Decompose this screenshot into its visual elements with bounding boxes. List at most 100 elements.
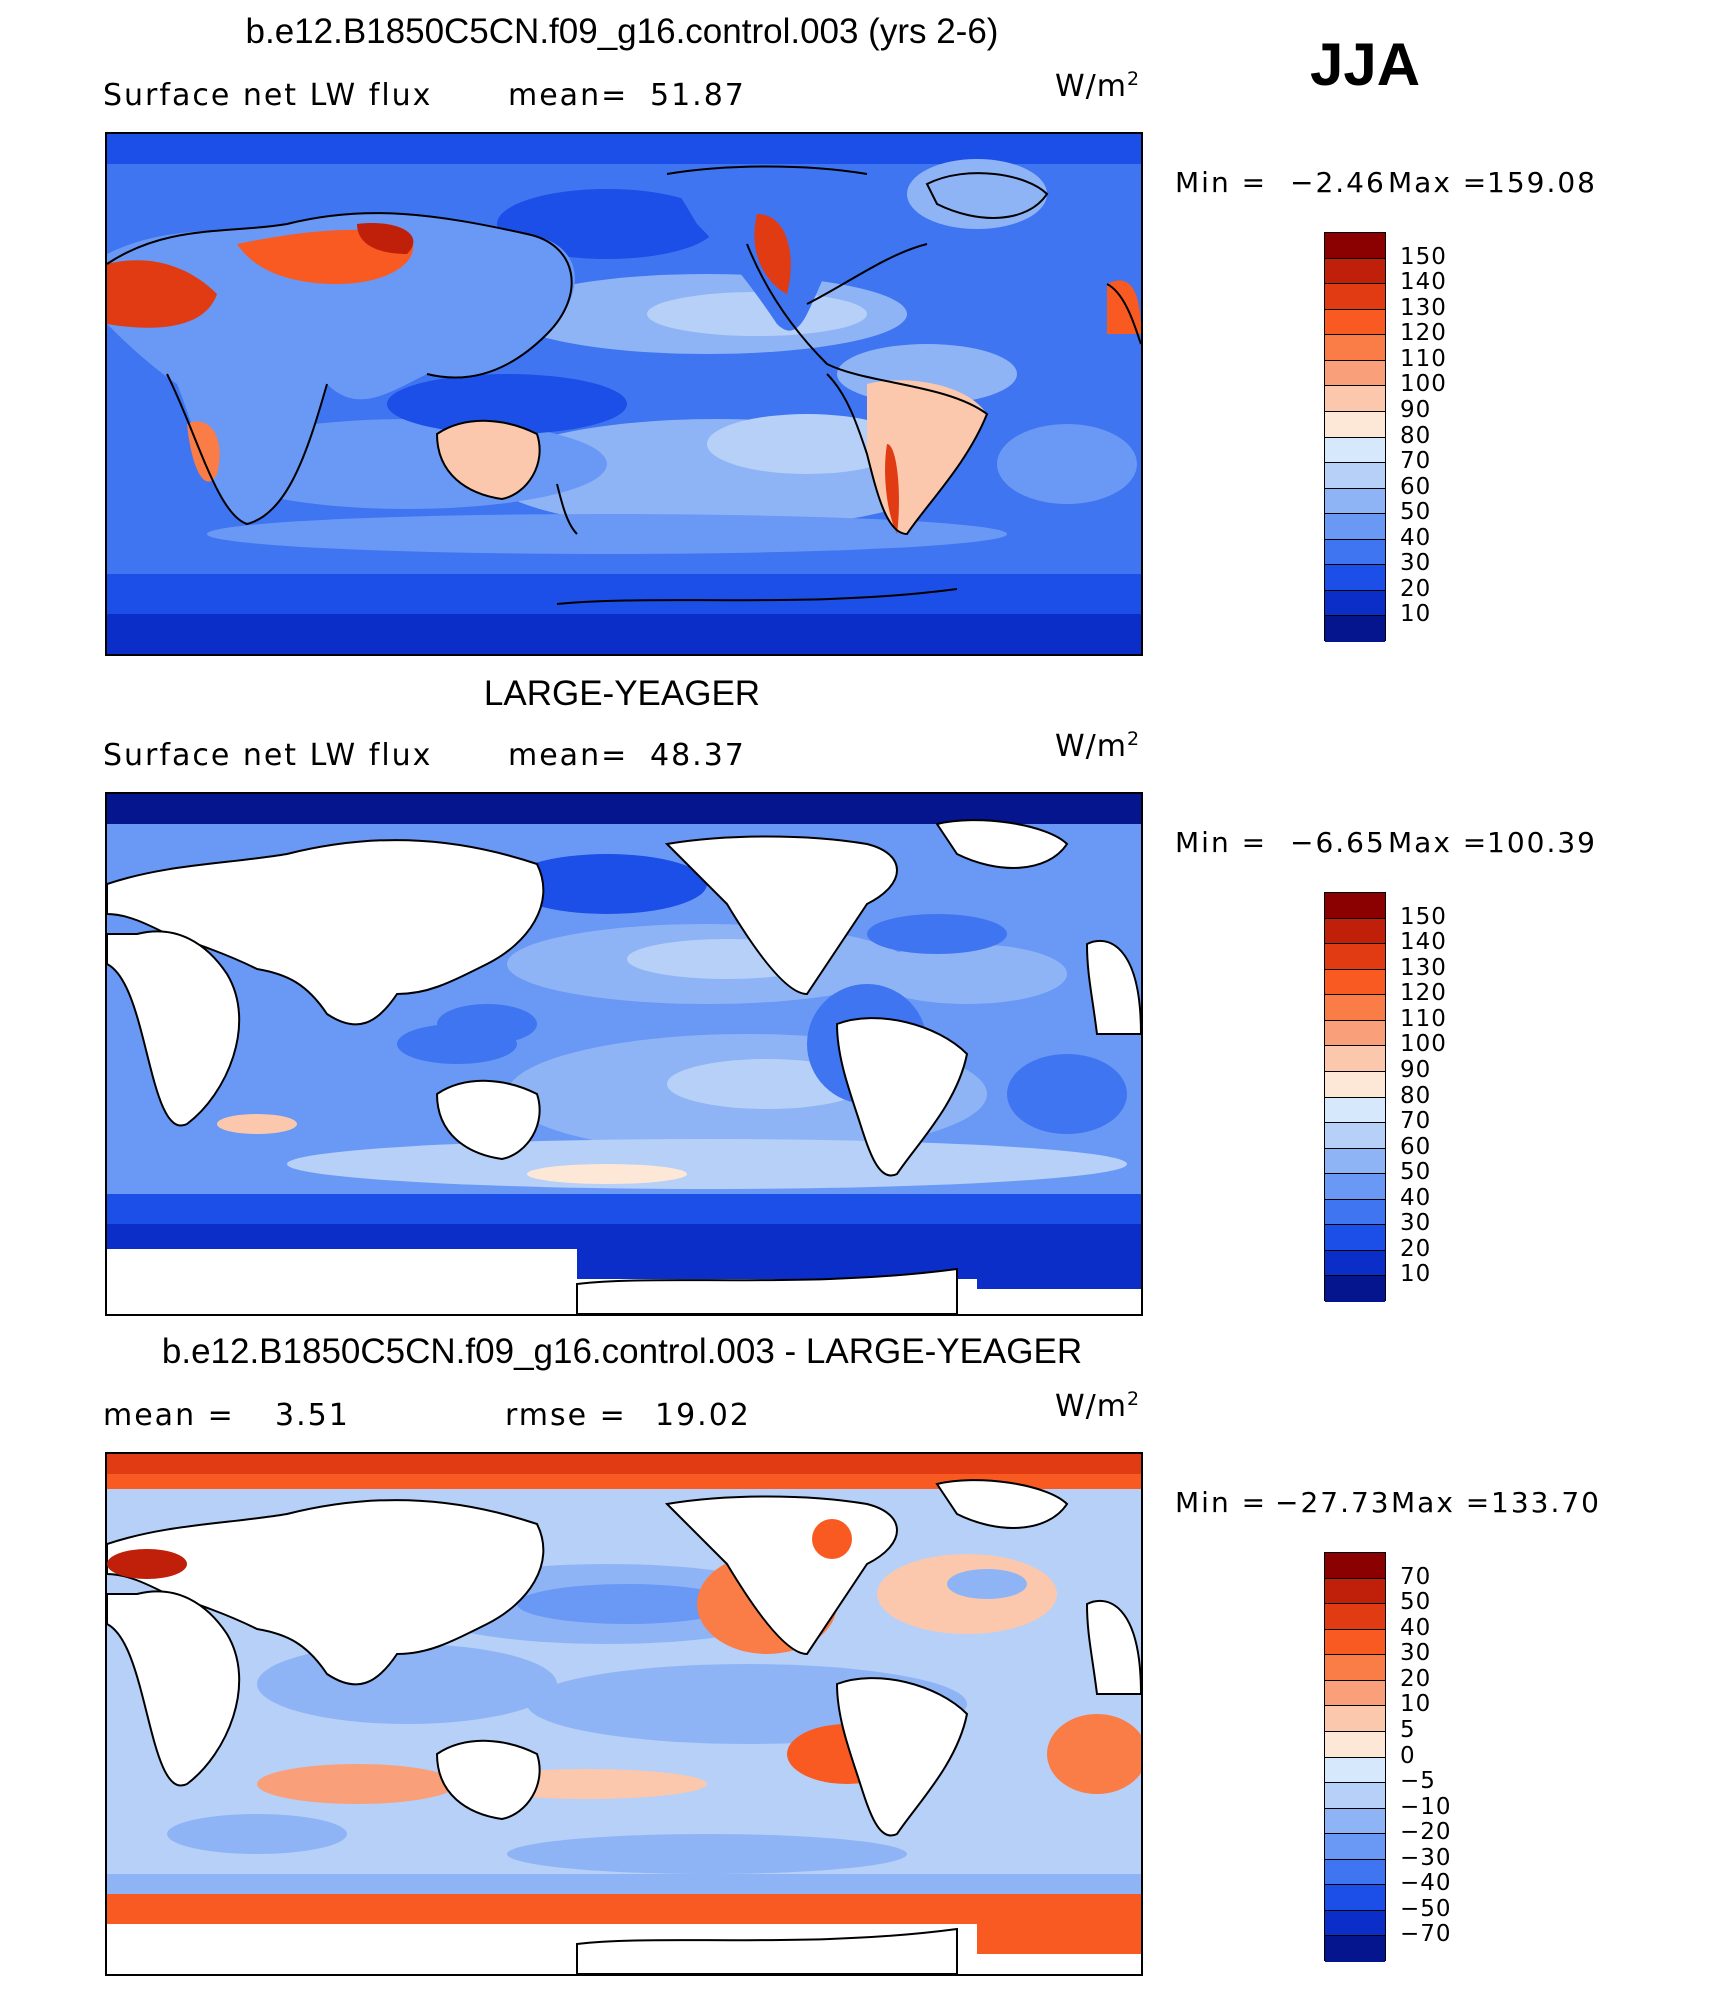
colorbar-segment <box>1325 258 1385 285</box>
colorbar-segment <box>1325 1123 1385 1149</box>
colorbar-tick-label: 50 <box>1400 1589 1432 1616</box>
colorbar-segment <box>1325 1225 1385 1251</box>
panel1-units: W/m2 <box>1055 68 1141 104</box>
colorbar-segment <box>1325 590 1385 617</box>
colorbar-segment <box>1325 1578 1385 1605</box>
colorbar-tick-label: 80 <box>1400 422 1432 449</box>
panel2-units: W/m2 <box>1055 728 1141 764</box>
colorbar-segment <box>1325 1020 1385 1047</box>
panel1-variable: Surface net LW flux <box>103 78 433 113</box>
colorbar-segment <box>1325 386 1385 412</box>
colorbar-tick-label: 20 <box>1400 1235 1432 1262</box>
panel2-min-value: −6.65 <box>1290 826 1386 859</box>
colorbar-segment <box>1325 309 1385 336</box>
colorbar-segment <box>1325 1629 1385 1656</box>
panel1-max-value: 159.08 <box>1487 166 1597 199</box>
colorbar-segment <box>1325 944 1385 970</box>
colorbar-tick-label: 120 <box>1400 980 1447 1007</box>
colorbar-tick-label: 10 <box>1400 1261 1432 1288</box>
colorbar-tick-label: 140 <box>1400 269 1447 296</box>
colorbar-tick-label: −40 <box>1400 1870 1452 1897</box>
colorbar-tick-label: 10 <box>1400 1691 1432 1718</box>
colorbar-segment <box>1325 335 1385 361</box>
colorbar-segment <box>1325 284 1385 310</box>
panel3-title: b.e12.B1850C5CN.f09_g16.control.003 - LA… <box>161 1332 1083 1371</box>
colorbar-tick-label: 130 <box>1400 294 1447 321</box>
colorbar-segment <box>1325 1097 1385 1124</box>
colorbar-segment <box>1325 565 1385 591</box>
panel3-map-svg <box>107 1454 1141 1974</box>
colorbar-tick-label: 70 <box>1400 1108 1432 1135</box>
colorbar-segment <box>1325 1250 1385 1277</box>
colorbar-tick-label: 30 <box>1400 550 1432 577</box>
colorbar-tick-label: 20 <box>1400 575 1432 602</box>
panel1-mean-value: 51.87 <box>650 78 746 113</box>
colorbar-segment <box>1325 1731 1385 1758</box>
panel2-max-label: Max = <box>1388 826 1489 859</box>
colorbar-segment <box>1325 411 1385 438</box>
colorbar-tick-label: 40 <box>1400 1184 1432 1211</box>
panel3-rmse-label: rmse = <box>505 1398 627 1433</box>
colorbar-segment <box>1325 1071 1385 1098</box>
colorbar-segment <box>1325 1706 1385 1732</box>
colorbar-segment <box>1325 995 1385 1021</box>
panel1-min-label: Min = <box>1175 166 1268 199</box>
panel3-map <box>105 1452 1143 1976</box>
panel3-mean-label: mean = <box>103 1398 235 1433</box>
colorbar-segment <box>1325 463 1385 489</box>
colorbar-segment <box>1325 1199 1385 1226</box>
colorbar-segment <box>1325 360 1385 387</box>
panel1-map <box>105 132 1143 656</box>
panel2-map <box>105 792 1143 1316</box>
panel2-variable: Surface net LW flux <box>103 738 433 773</box>
panel2-min-label: Min = <box>1175 826 1268 859</box>
colorbar-tick-label: 70 <box>1400 448 1432 475</box>
panel1-mean-label: mean= <box>508 78 629 113</box>
colorbar-tick-label: 50 <box>1400 1159 1432 1186</box>
colorbar-segment <box>1325 1046 1385 1072</box>
colorbar-segment <box>1325 918 1385 945</box>
colorbar-tick-label: 10 <box>1400 601 1432 628</box>
panel3-min-label: Min = <box>1175 1486 1268 1519</box>
colorbar-tick-label: 130 <box>1400 954 1447 981</box>
colorbar-segment <box>1325 1808 1385 1835</box>
colorbar-tick-label: 5 <box>1400 1716 1416 1743</box>
colorbar-tick-label: 30 <box>1400 1640 1432 1667</box>
panel3-max-label: Max = <box>1391 1486 1492 1519</box>
colorbar-tick-label: −30 <box>1400 1844 1452 1871</box>
panel1-colorbar <box>1324 232 1386 642</box>
panel1-map-svg <box>107 134 1141 654</box>
colorbar-segment <box>1325 488 1385 515</box>
colorbar-segment <box>1325 1680 1385 1707</box>
panel2-mean-value: 48.37 <box>650 738 746 773</box>
colorbar-segment <box>1325 1936 1385 1962</box>
colorbar-tick-label: 150 <box>1400 903 1447 930</box>
panel1-title: b.e12.B1850C5CN.f09_g16.control.003 (yrs… <box>245 12 999 51</box>
colorbar-tick-label: 40 <box>1400 524 1432 551</box>
colorbar-segment <box>1325 539 1385 566</box>
panel2-title: LARGE-YEAGER <box>483 674 761 713</box>
colorbar-segment <box>1325 893 1385 919</box>
colorbar-segment <box>1325 437 1385 464</box>
colorbar-segment <box>1325 1604 1385 1630</box>
panel3-units: W/m2 <box>1055 1388 1141 1424</box>
panel3-colorbar <box>1324 1552 1386 1962</box>
panel2-mean-label: mean= <box>508 738 629 773</box>
panel3-rmse-value: 19.02 <box>655 1398 751 1433</box>
colorbar-segment <box>1325 1276 1385 1302</box>
colorbar-tick-label: −50 <box>1400 1895 1452 1922</box>
colorbar-segment <box>1325 1757 1385 1784</box>
colorbar-segment <box>1325 233 1385 259</box>
colorbar-segment <box>1325 969 1385 996</box>
colorbar-segment <box>1325 1885 1385 1911</box>
panel1-max-label: Max = <box>1388 166 1489 199</box>
colorbar-tick-label: −20 <box>1400 1819 1452 1846</box>
colorbar-tick-label: 40 <box>1400 1614 1432 1641</box>
panel2-colorbar <box>1324 892 1386 1302</box>
season-label: JJA <box>1310 31 1421 98</box>
colorbar-tick-label: 90 <box>1400 1056 1432 1083</box>
colorbar-tick-label: 100 <box>1400 1031 1447 1058</box>
colorbar-tick-label: 110 <box>1400 1005 1447 1032</box>
colorbar-tick-label: −5 <box>1400 1768 1436 1795</box>
colorbar-tick-label: −10 <box>1400 1793 1452 1820</box>
